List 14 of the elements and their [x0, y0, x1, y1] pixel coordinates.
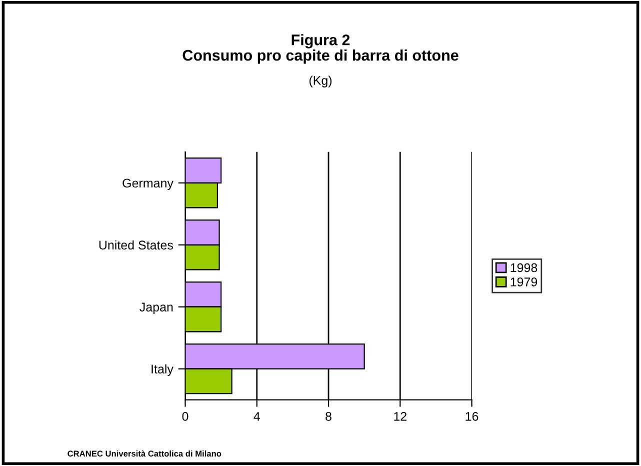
- x-tick-label: 16: [466, 412, 478, 421]
- chart-subtitle: (Kg): [309, 76, 332, 88]
- x-tick-label: 12: [394, 412, 406, 421]
- y-tick-label: Japan: [140, 302, 173, 314]
- y-tick-label: Italy: [152, 364, 174, 376]
- x-tick-label: 0: [182, 412, 188, 421]
- x-tick-label: 8: [326, 412, 332, 421]
- x-tick-label: 4: [254, 412, 260, 421]
- y-tick-label: United States: [99, 240, 173, 250]
- legend-label: 1998: [510, 263, 538, 272]
- text: CRANEC Università Cattolica di Milano: [68, 450, 222, 457]
- chart-title: Figura 2 Consumo pro capite di barra di ottone: [182, 34, 458, 64]
- legend-label: 1979: [510, 278, 538, 286]
- y-tick-label: Germany: [122, 178, 174, 190]
